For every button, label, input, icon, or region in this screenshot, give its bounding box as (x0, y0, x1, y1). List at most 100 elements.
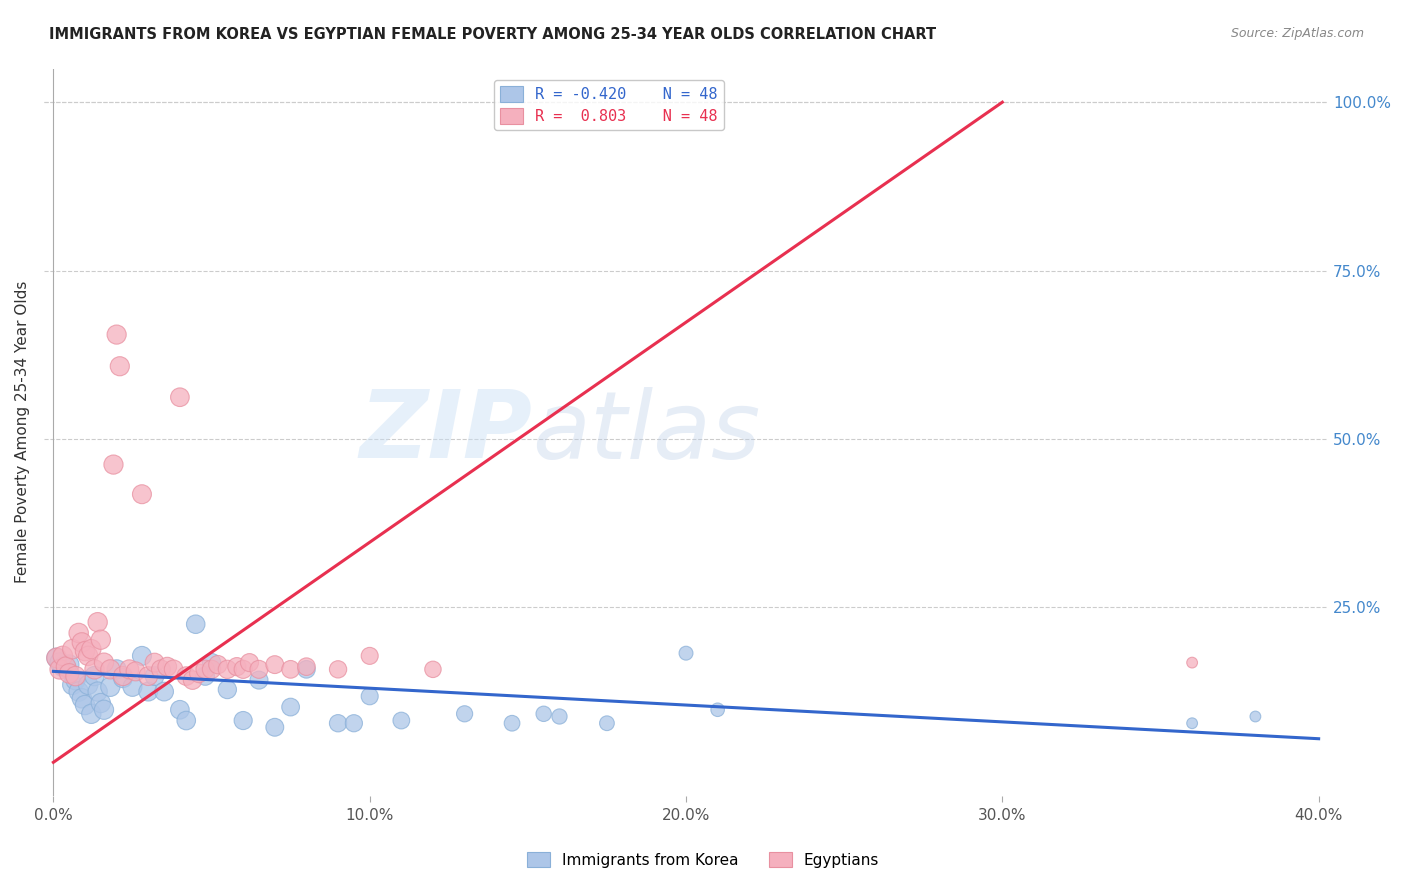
Point (111, 671, 134, 685)
Point (45, 651, 67, 665)
Point (136, 669, 159, 683)
Point (143, 669, 166, 683)
Point (103, 458, 125, 472)
Point (359, 690, 381, 704)
Point (389, 714, 412, 728)
Point (77, 678, 100, 692)
Point (58, 666, 80, 681)
Point (247, 662, 270, 676)
Point (533, 706, 555, 721)
Point (55, 659, 77, 673)
Text: IMMIGRANTS FROM KOREA VS EGYPTIAN FEMALE POVERTY AMONG 25-34 YEAR OLDS CORRELATI: IMMIGRANTS FROM KOREA VS EGYPTIAN FEMALE… (49, 27, 936, 42)
Point (453, 706, 475, 721)
Text: ZIP: ZIP (359, 386, 531, 478)
Point (83, 669, 105, 683)
Point (169, 703, 191, 717)
Point (217, 662, 239, 676)
Point (111, 669, 134, 683)
Point (238, 656, 260, 670)
Point (343, 716, 366, 731)
Point (67, 626, 90, 640)
Point (108, 359, 131, 374)
Point (60, 678, 83, 692)
Point (548, 709, 571, 723)
Point (93, 703, 115, 717)
Point (77, 648, 100, 663)
Point (65, 673, 87, 687)
Point (124, 665, 146, 679)
Point (1181, 716, 1204, 731)
Point (422, 662, 444, 676)
Point (83, 662, 105, 676)
Point (48, 656, 70, 670)
Point (280, 662, 302, 676)
Point (90, 696, 112, 710)
Point (247, 673, 270, 687)
Point (501, 716, 523, 731)
Point (90, 632, 112, 647)
Point (80, 706, 103, 721)
Point (93, 656, 115, 670)
Point (326, 662, 349, 676)
Point (169, 390, 191, 404)
Point (70, 635, 93, 649)
Point (73, 698, 96, 712)
Point (200, 656, 222, 670)
Point (105, 662, 128, 676)
Point (1244, 709, 1267, 723)
Point (67, 684, 90, 698)
Point (184, 617, 207, 632)
Point (86, 684, 108, 698)
Point (232, 714, 254, 728)
Point (45, 651, 67, 665)
Point (143, 656, 166, 670)
Point (58, 657, 80, 672)
Point (181, 673, 204, 687)
Point (162, 662, 184, 676)
Point (52, 659, 75, 673)
Point (194, 669, 217, 683)
Point (596, 716, 619, 731)
Legend: Immigrants from Korea, Egyptians: Immigrants from Korea, Egyptians (520, 846, 886, 873)
Point (98, 680, 121, 694)
Point (131, 487, 153, 501)
Text: atlas: atlas (531, 387, 761, 478)
Point (70, 691, 93, 706)
Point (263, 657, 285, 672)
Point (326, 716, 349, 731)
Point (153, 684, 176, 698)
Point (156, 659, 179, 673)
Point (73, 644, 96, 658)
Point (200, 662, 222, 676)
Point (295, 659, 318, 673)
Legend: R = -0.420    N = 48, R =  0.803    N = 48: R = -0.420 N = 48, R = 0.803 N = 48 (494, 79, 724, 130)
Point (118, 662, 141, 676)
Point (207, 657, 229, 672)
Point (121, 680, 143, 694)
Point (98, 662, 121, 676)
Point (149, 662, 172, 676)
Y-axis label: Female Poverty Among 25-34 Year Olds: Female Poverty Among 25-34 Year Olds (15, 281, 30, 583)
Point (60, 642, 83, 657)
Point (280, 700, 302, 714)
Point (225, 659, 247, 673)
Point (65, 669, 87, 683)
Point (187, 666, 209, 681)
Point (86, 615, 108, 630)
Text: Source: ZipAtlas.com: Source: ZipAtlas.com (1230, 27, 1364, 40)
Point (55, 661, 77, 675)
Point (131, 648, 153, 663)
Point (1181, 656, 1204, 670)
Point (194, 662, 217, 676)
Point (174, 669, 197, 683)
Point (105, 327, 128, 342)
Point (174, 714, 197, 728)
Point (263, 720, 285, 734)
Point (52, 648, 75, 663)
Point (48, 662, 70, 676)
Point (136, 684, 159, 698)
Point (706, 703, 728, 717)
Point (295, 662, 318, 676)
Point (359, 648, 381, 663)
Point (217, 682, 239, 697)
